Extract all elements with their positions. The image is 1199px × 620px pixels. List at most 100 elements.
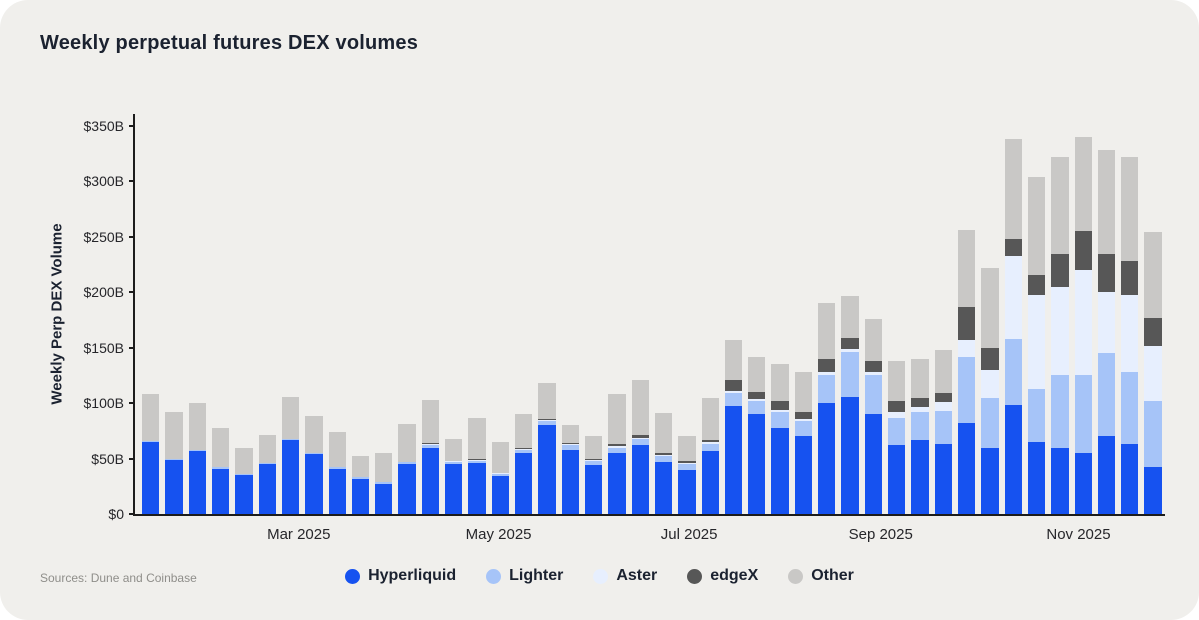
bar <box>794 126 813 514</box>
bar-segment-other <box>1097 150 1116 254</box>
bar-segment-lighter <box>678 464 696 470</box>
bar-segment-other <box>1027 177 1046 275</box>
legend: Hyperliquid Lighter Aster edgeX Other <box>0 567 1199 585</box>
bar-segment-lighter <box>957 356 976 424</box>
y-tick: $300B <box>84 173 135 189</box>
bar-segment-aster <box>491 473 509 475</box>
bar <box>631 126 649 514</box>
bar-segment-aster <box>748 398 766 401</box>
bar-segment-edgex <box>515 447 533 449</box>
legend-item-other: Other <box>788 567 854 585</box>
bar <box>818 126 836 514</box>
bar <box>934 126 952 514</box>
bar-segment-other <box>305 416 323 454</box>
bar-segment-hyperliquid <box>771 427 789 514</box>
bar-segment-hyperliquid <box>818 403 836 514</box>
bar-segment-lighter <box>445 461 463 465</box>
bar-segment-hyperliquid <box>1027 441 1046 514</box>
bar-segment-aster <box>631 437 649 439</box>
bar-segment-hyperliquid <box>654 461 673 514</box>
bar <box>701 126 719 514</box>
bar-segment-other <box>701 397 719 440</box>
bar-segment-lighter <box>142 440 160 442</box>
bar-segment-other <box>1121 157 1139 262</box>
bar-segment-lighter <box>748 400 766 415</box>
bar-segment-hyperliquid <box>142 441 160 514</box>
y-tick-mark <box>129 402 135 405</box>
legend-label: Lighter <box>509 567 564 584</box>
bar-segment-edgex <box>1121 261 1139 295</box>
bar-segment-hyperliquid <box>631 445 649 514</box>
bar-segment-aster <box>445 460 463 462</box>
bar-segment-aster <box>911 406 929 413</box>
bar-segment-other <box>934 349 952 394</box>
bar-segment-edgex <box>888 400 906 413</box>
bar-segment-aster <box>561 444 579 446</box>
bar-segment-edgex <box>818 358 836 373</box>
bar-segment-hyperliquid <box>421 447 440 514</box>
bar-segment-other <box>328 432 346 468</box>
bar-segment-hyperliquid <box>957 423 976 514</box>
bar-segment-hyperliquid <box>841 396 859 514</box>
bar-segment-other <box>211 427 230 468</box>
legend-swatch-edgex <box>687 568 703 584</box>
y-tick-mark <box>129 513 135 515</box>
bar-segment-hyperliquid <box>258 464 276 514</box>
bar <box>142 126 160 514</box>
bar <box>1027 126 1046 514</box>
bar <box>1004 126 1022 514</box>
bar-segment-lighter <box>911 412 929 440</box>
bar <box>398 126 416 514</box>
bar-segment-hyperliquid <box>351 478 370 514</box>
bar <box>351 126 370 514</box>
bar-segment-lighter <box>818 375 836 404</box>
bar-segment-other <box>188 403 206 450</box>
bar-segment-aster <box>1027 294 1046 389</box>
bar <box>864 126 882 514</box>
bar <box>1051 126 1069 514</box>
bar-segment-lighter <box>561 445 579 450</box>
bar-segment-lighter <box>281 438 300 440</box>
bar-segment-lighter <box>398 461 416 465</box>
bar-segment-hyperliquid <box>375 484 393 514</box>
bar-segment-aster <box>957 339 976 357</box>
bar-segment-edgex <box>771 400 789 410</box>
bar-segment-hyperliquid <box>165 459 183 514</box>
bar-segment-hyperliquid <box>491 476 509 514</box>
bar-segment-edgex <box>1051 253 1069 287</box>
bar-segment-lighter <box>608 447 626 454</box>
bar-segment-edgex <box>911 397 929 407</box>
bar-segment-hyperliquid <box>981 447 999 514</box>
bar-segment-lighter <box>165 458 183 460</box>
bar-segment-aster <box>1051 286 1069 376</box>
x-tick-label: Mar 2025 <box>267 526 331 543</box>
bar-segment-hyperliquid <box>468 463 486 514</box>
bar <box>515 126 533 514</box>
sources-text: Sources: Dune and Coinbase <box>40 571 197 585</box>
bar-segment-hyperliquid <box>305 454 323 514</box>
bar-segment-other <box>654 413 673 454</box>
y-tick-label: $200B <box>83 284 124 301</box>
y-tick-label: $0 <box>108 506 124 522</box>
bar-segment-hyperliquid <box>235 475 253 514</box>
legend-label: Aster <box>616 567 658 584</box>
bar-segment-aster <box>654 455 673 457</box>
bar-segment-other <box>515 414 533 448</box>
bar-segment-edgex <box>724 379 743 391</box>
bar-segment-lighter <box>1121 372 1139 445</box>
bar-segment-lighter <box>1144 400 1162 468</box>
bar <box>654 126 673 514</box>
bar-segment-other <box>864 318 882 362</box>
bar <box>1121 126 1139 514</box>
bar-segment-aster <box>608 446 626 448</box>
bar <box>561 126 579 514</box>
bar <box>328 126 346 514</box>
y-tick: $200B <box>84 284 135 300</box>
bar-segment-other <box>911 358 929 398</box>
legend-label: Other <box>811 567 854 584</box>
bar-segment-lighter <box>258 463 276 465</box>
bar <box>678 126 696 514</box>
bar-segment-other <box>724 339 743 380</box>
bar <box>235 126 253 514</box>
